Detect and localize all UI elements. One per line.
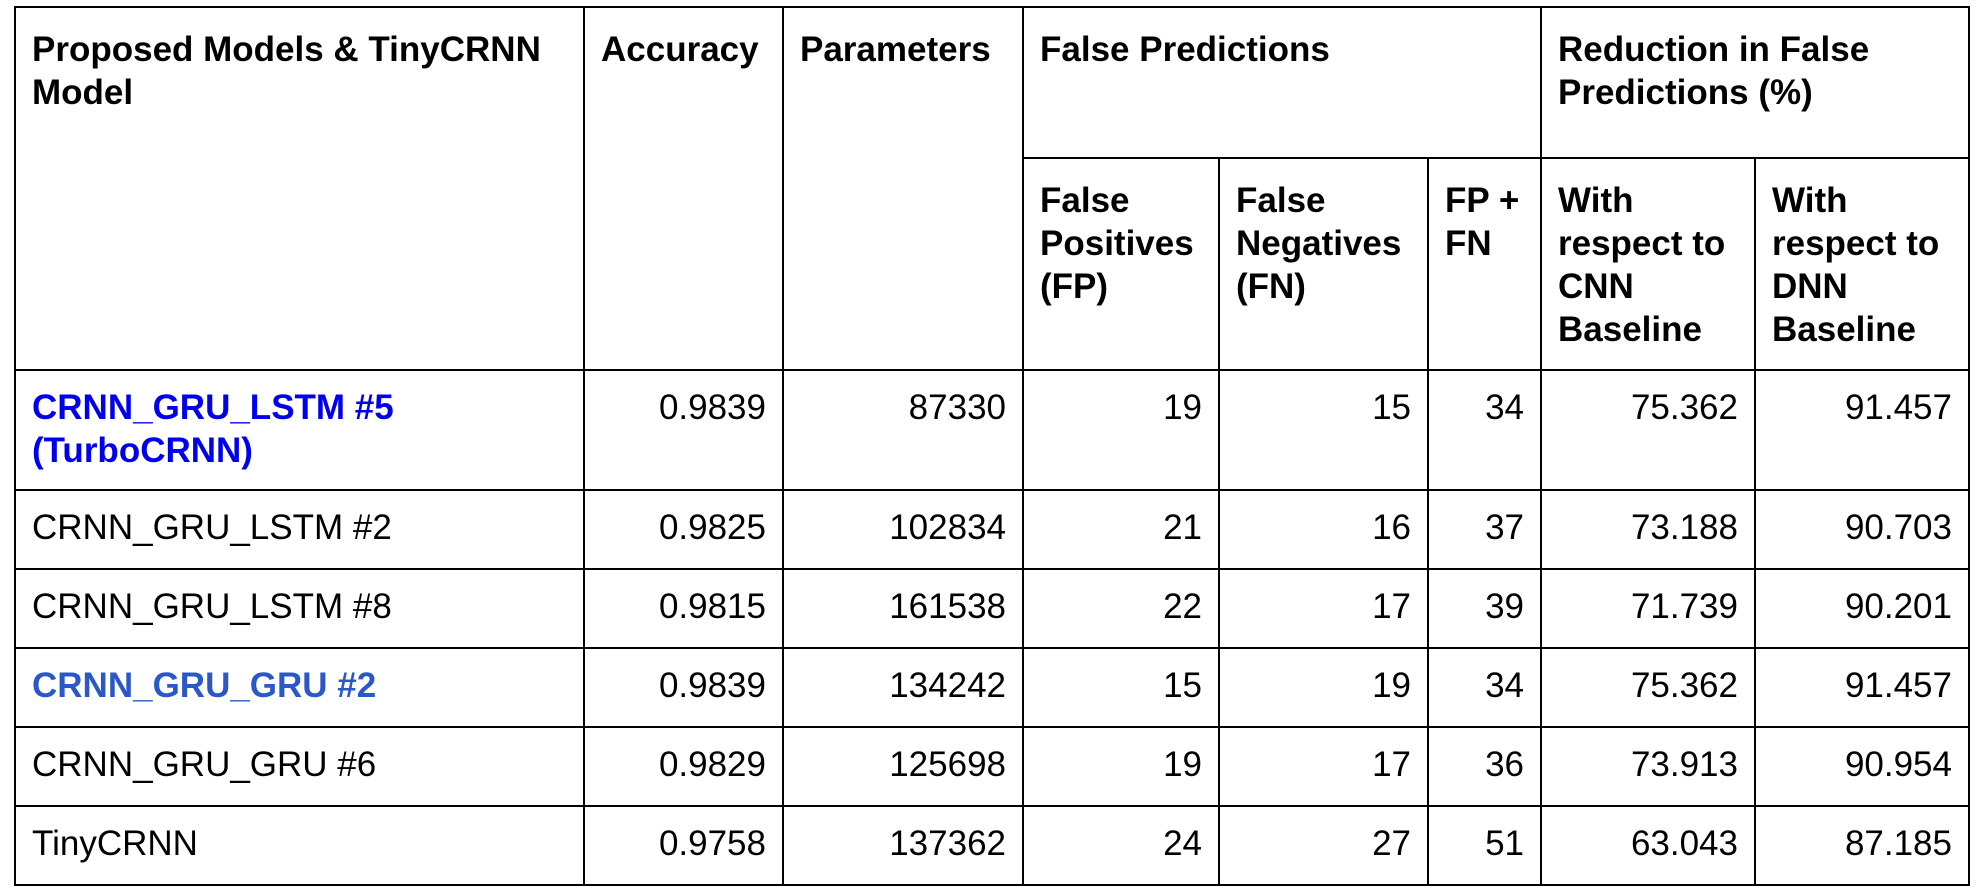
wrt-cnn-cell: 75.362 [1540, 647, 1756, 728]
results-table: Proposed Models & TinyCRNN Model Accurac… [14, 6, 1970, 886]
header-reduction: Reduction in False Predictions (%) [1540, 6, 1970, 159]
wrt-dnn-cell: 91.457 [1754, 647, 1970, 728]
fp-fn-cell: 51 [1427, 805, 1542, 886]
parameters-cell: 134242 [782, 647, 1024, 728]
fp-cell: 24 [1022, 805, 1220, 886]
header-wrt-cnn: With respect to CNN Baseline [1540, 157, 1756, 371]
wrt-dnn-cell: 90.201 [1754, 568, 1970, 649]
header-model: Proposed Models & TinyCRNN Model [14, 6, 585, 371]
table-header: Proposed Models & TinyCRNN Model Accurac… [14, 6, 1970, 371]
table-row: CRNN_GRU_LSTM #2 0.9825 102834 21 16 37 … [14, 489, 1970, 570]
fn-cell: 27 [1218, 805, 1429, 886]
fp-cell: 19 [1022, 726, 1220, 807]
model-name: CRNN_GRU_LSTM #2 [14, 489, 585, 570]
accuracy-cell: 0.9829 [583, 726, 784, 807]
fn-cell: 15 [1218, 369, 1429, 491]
parameters-cell: 125698 [782, 726, 1024, 807]
fp-fn-cell: 37 [1427, 489, 1542, 570]
header-false-positives: False Positives (FP) [1022, 157, 1220, 371]
fn-cell: 17 [1218, 568, 1429, 649]
parameters-cell: 161538 [782, 568, 1024, 649]
parameters-cell: 87330 [782, 369, 1024, 491]
fn-cell: 16 [1218, 489, 1429, 570]
model-name: CRNN_GRU_GRU #6 [14, 726, 585, 807]
header-fp-plus-fn: FP + FN [1427, 157, 1542, 371]
fn-cell: 17 [1218, 726, 1429, 807]
header-row-top: Proposed Models & TinyCRNN Model Accurac… [14, 6, 1970, 371]
wrt-dnn-cell: 91.457 [1754, 369, 1970, 491]
table-row: CRNN_GRU_GRU #2 0.9839 134242 15 19 34 7… [14, 647, 1970, 728]
model-name: CRNN_GRU_GRU #2 [14, 647, 585, 728]
model-name: TinyCRNN [14, 805, 585, 886]
wrt-cnn-cell: 75.362 [1540, 369, 1756, 491]
model-name: CRNN_GRU_LSTM #8 [14, 568, 585, 649]
wrt-dnn-cell: 87.185 [1754, 805, 1970, 886]
model-name: CRNN_GRU_LSTM #5 (TurboCRNN) [14, 369, 585, 491]
wrt-dnn-cell: 90.703 [1754, 489, 1970, 570]
table-row: TinyCRNN 0.9758 137362 24 27 51 63.043 8… [14, 805, 1970, 886]
accuracy-cell: 0.9839 [583, 647, 784, 728]
wrt-cnn-cell: 63.043 [1540, 805, 1756, 886]
wrt-cnn-cell: 73.913 [1540, 726, 1756, 807]
header-false-predictions: False Predictions [1022, 6, 1542, 159]
header-row-sub: False Positives (FP) False Negatives (FN… [15, 157, 1970, 371]
accuracy-cell: 0.9825 [583, 489, 784, 570]
table-row: CRNN_GRU_LSTM #5 (TurboCRNN) 0.9839 8733… [14, 369, 1970, 491]
table-row: CRNN_GRU_GRU #6 0.9829 125698 19 17 36 7… [14, 726, 1970, 807]
header-wrt-dnn: With respect to DNN Baseline [1754, 157, 1970, 371]
table-body: CRNN_GRU_LSTM #5 (TurboCRNN) 0.9839 8733… [14, 369, 1970, 886]
fp-fn-cell: 34 [1427, 369, 1542, 491]
fp-cell: 21 [1022, 489, 1220, 570]
fp-cell: 22 [1022, 568, 1220, 649]
accuracy-cell: 0.9815 [583, 568, 784, 649]
fp-fn-cell: 39 [1427, 568, 1542, 649]
accuracy-cell: 0.9839 [583, 369, 784, 491]
fn-cell: 19 [1218, 647, 1429, 728]
header-accuracy: Accuracy [583, 6, 784, 371]
fp-cell: 19 [1022, 369, 1220, 491]
wrt-cnn-cell: 71.739 [1540, 568, 1756, 649]
parameters-cell: 137362 [782, 805, 1024, 886]
header-false-negatives: False Negatives (FN) [1218, 157, 1429, 371]
fp-fn-cell: 36 [1427, 726, 1542, 807]
fp-cell: 15 [1022, 647, 1220, 728]
fp-fn-cell: 34 [1427, 647, 1542, 728]
table-row: CRNN_GRU_LSTM #8 0.9815 161538 22 17 39 … [14, 568, 1970, 649]
accuracy-cell: 0.9758 [583, 805, 784, 886]
wrt-dnn-cell: 90.954 [1754, 726, 1970, 807]
header-parameters: Parameters [782, 6, 1024, 371]
parameters-cell: 102834 [782, 489, 1024, 570]
wrt-cnn-cell: 73.188 [1540, 489, 1756, 570]
